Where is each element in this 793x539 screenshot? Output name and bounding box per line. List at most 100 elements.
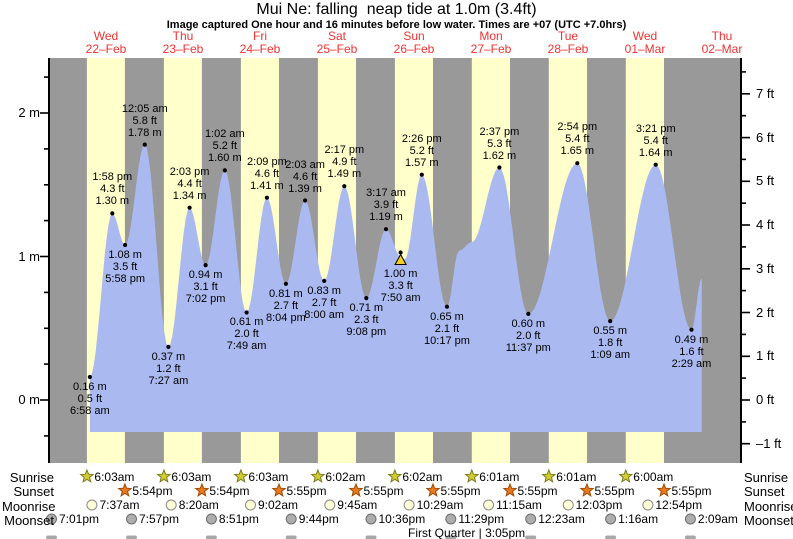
sunrise-time: 6:03am — [171, 469, 212, 484]
day-label: Thu 02–Mar — [682, 30, 762, 56]
tide-label-line: 5.4 ft — [643, 134, 668, 147]
moonset-time: 11:29pm — [458, 512, 505, 526]
tide-label-low: 0.55 m 1.8 ft 1:09 am — [568, 325, 652, 361]
tide-extreme-dot — [222, 168, 227, 173]
day-label: Fri 24–Feb — [220, 30, 300, 56]
tide-extreme-dot — [444, 304, 450, 309]
sunrise-icon — [387, 468, 403, 483]
tide-label-line: 0.65 m — [430, 310, 464, 323]
sunrise-row-label-left: Sunrise — [9, 470, 54, 485]
moonset-icon — [205, 513, 217, 525]
moonrise-icon — [562, 499, 574, 511]
tide-label-high: 2:54 pm 5.4 ft 1.65 m — [535, 121, 619, 157]
tide-extreme-dot — [497, 165, 502, 170]
tide-label-line: 1.49 m — [327, 168, 362, 181]
moonrise-time: 12:54pm — [655, 498, 703, 512]
sunrise-icon — [618, 468, 634, 483]
page-subtitle: Image captured One hour and 16 minutes b… — [166, 19, 627, 31]
tide-label-line: 8:04 pm — [266, 311, 306, 324]
y-axis-right-label: 6 ft — [756, 129, 775, 145]
moonphase-stub — [684, 535, 696, 539]
current-tide-marker-icon — [394, 253, 407, 265]
tide-label-line: 4.6 ft — [254, 167, 280, 180]
moonset-time: 2:09am — [697, 512, 738, 526]
day-name: Wed — [632, 29, 658, 43]
y-axis-right-label: 3 ft — [756, 260, 775, 276]
day-date: 27–Feb — [470, 42, 512, 56]
tide-label-line: 4.6 ft — [292, 170, 318, 183]
tide-label-high: 1:02 am 5.2 ft 1.60 m — [183, 128, 267, 164]
tide-extreme-dot — [608, 319, 613, 324]
y-axis-right-label: 7 ft — [756, 85, 775, 101]
sunrise-row-label-right: Sunrise — [744, 470, 789, 485]
sunset-row-label-left: Sunset — [13, 484, 54, 499]
day-date: 22–Feb — [85, 42, 127, 56]
tide-label-low: 1.08 m 3.5 ft 5:58 pm — [83, 249, 167, 285]
tide-label-line: 1:09 am — [590, 349, 631, 362]
sunset-time: 5:55pm — [286, 483, 327, 498]
tide-label-low: 0.94 m 3.1 ft 7:02 pm — [164, 269, 248, 305]
tide-label-high: 3:21 pm 5.4 ft 1.64 m — [614, 123, 698, 159]
tide-label-line: 1.78 m — [127, 126, 162, 139]
tide-label-line: 7:49 am — [226, 340, 267, 353]
tide-label-line: 1.39 m — [288, 182, 322, 195]
tide-label-current: 1.00 m 3.3 ft 7:50 am — [359, 268, 443, 304]
moonset-row-label-right: Moonset — [744, 513, 793, 528]
tide-label-line: 2:26 pm — [401, 132, 442, 145]
tide-label-line: 2:03 am — [285, 158, 325, 171]
moonset-time: 8:51pm — [218, 512, 259, 526]
sunrise-time: 6:03am — [94, 469, 135, 484]
sunrise-icon — [541, 468, 557, 483]
moonphase-stub — [365, 535, 377, 539]
y-axis-right-label: 4 ft — [756, 217, 775, 233]
tide-label-low: 0.16 m 0.5 ft 6:58 am — [48, 381, 132, 417]
moonrise-time: 8:20am — [178, 498, 219, 512]
tide-label-line: 7:27 am — [148, 374, 189, 387]
tide-label-line: 3.1 ft — [193, 281, 218, 294]
day-name: Tue — [557, 29, 579, 43]
tide-label-line: 1.30 m — [95, 195, 130, 208]
tide-label-line: 1.60 m — [207, 152, 242, 165]
moonrise-time: 11:15am — [496, 498, 542, 512]
day-label: Wed 22–Feb — [66, 30, 146, 56]
tide-label-high: 3:17 am 3.9 ft 1.19 m — [344, 187, 428, 223]
tide-extreme-dot — [303, 198, 308, 203]
y-axis-left-label: 1 m — [18, 248, 40, 264]
tide-extreme-dot — [398, 250, 403, 255]
tide-extreme-dot — [526, 311, 531, 316]
tide-label-line: 7:50 am — [380, 291, 421, 304]
tide-label-line: 7:02 pm — [185, 293, 226, 306]
tide-label-high: 12:05 am 5.8 ft 1.78 m — [103, 103, 187, 139]
tide-label-line: 0.71 m — [349, 302, 384, 315]
sunset-time: 5:55pm — [594, 483, 635, 498]
sunrise-icon — [156, 468, 172, 483]
tide-label-line: 4.4 ft — [177, 177, 202, 190]
tide-label-line: 0.5 ft — [77, 393, 103, 406]
tide-label-line: 10:17 pm — [424, 334, 470, 347]
tide-label-line: 3.3 ft — [388, 279, 413, 292]
sunrise-time: 6:01am — [556, 469, 597, 484]
day-date: 25–Feb — [316, 42, 358, 56]
moonset-icon — [525, 513, 537, 525]
tide-label-line: 6:58 am — [69, 405, 110, 418]
tide-label-line: 5:58 pm — [105, 273, 146, 286]
moonset-time: 7:57pm — [139, 512, 180, 526]
day-name: Mon — [479, 29, 503, 43]
tide-label-line: 0.81 m — [269, 287, 303, 300]
sunrise-time: 6:00am — [633, 469, 674, 484]
day-label: Sat 25–Feb — [297, 30, 377, 56]
tide-label-line: 1.34 m — [172, 189, 207, 202]
tide-label-line: 2.0 ft — [234, 328, 259, 341]
moonphase-stub — [285, 535, 297, 539]
tide-label-line: 1.65 m — [560, 145, 595, 158]
tide-label-line: 2:03 pm — [169, 165, 210, 178]
tide-extreme-dot — [383, 227, 389, 232]
moonrise-time: 9:02am — [257, 498, 298, 512]
sunset-icon — [117, 482, 133, 497]
tide-label-line: 2.3 ft — [354, 314, 379, 327]
tide-label-low: 0.71 m 2.3 ft 9:08 pm — [324, 302, 408, 338]
day-label: Tue 28–Feb — [528, 30, 608, 56]
tide-extreme-dot — [110, 211, 115, 216]
